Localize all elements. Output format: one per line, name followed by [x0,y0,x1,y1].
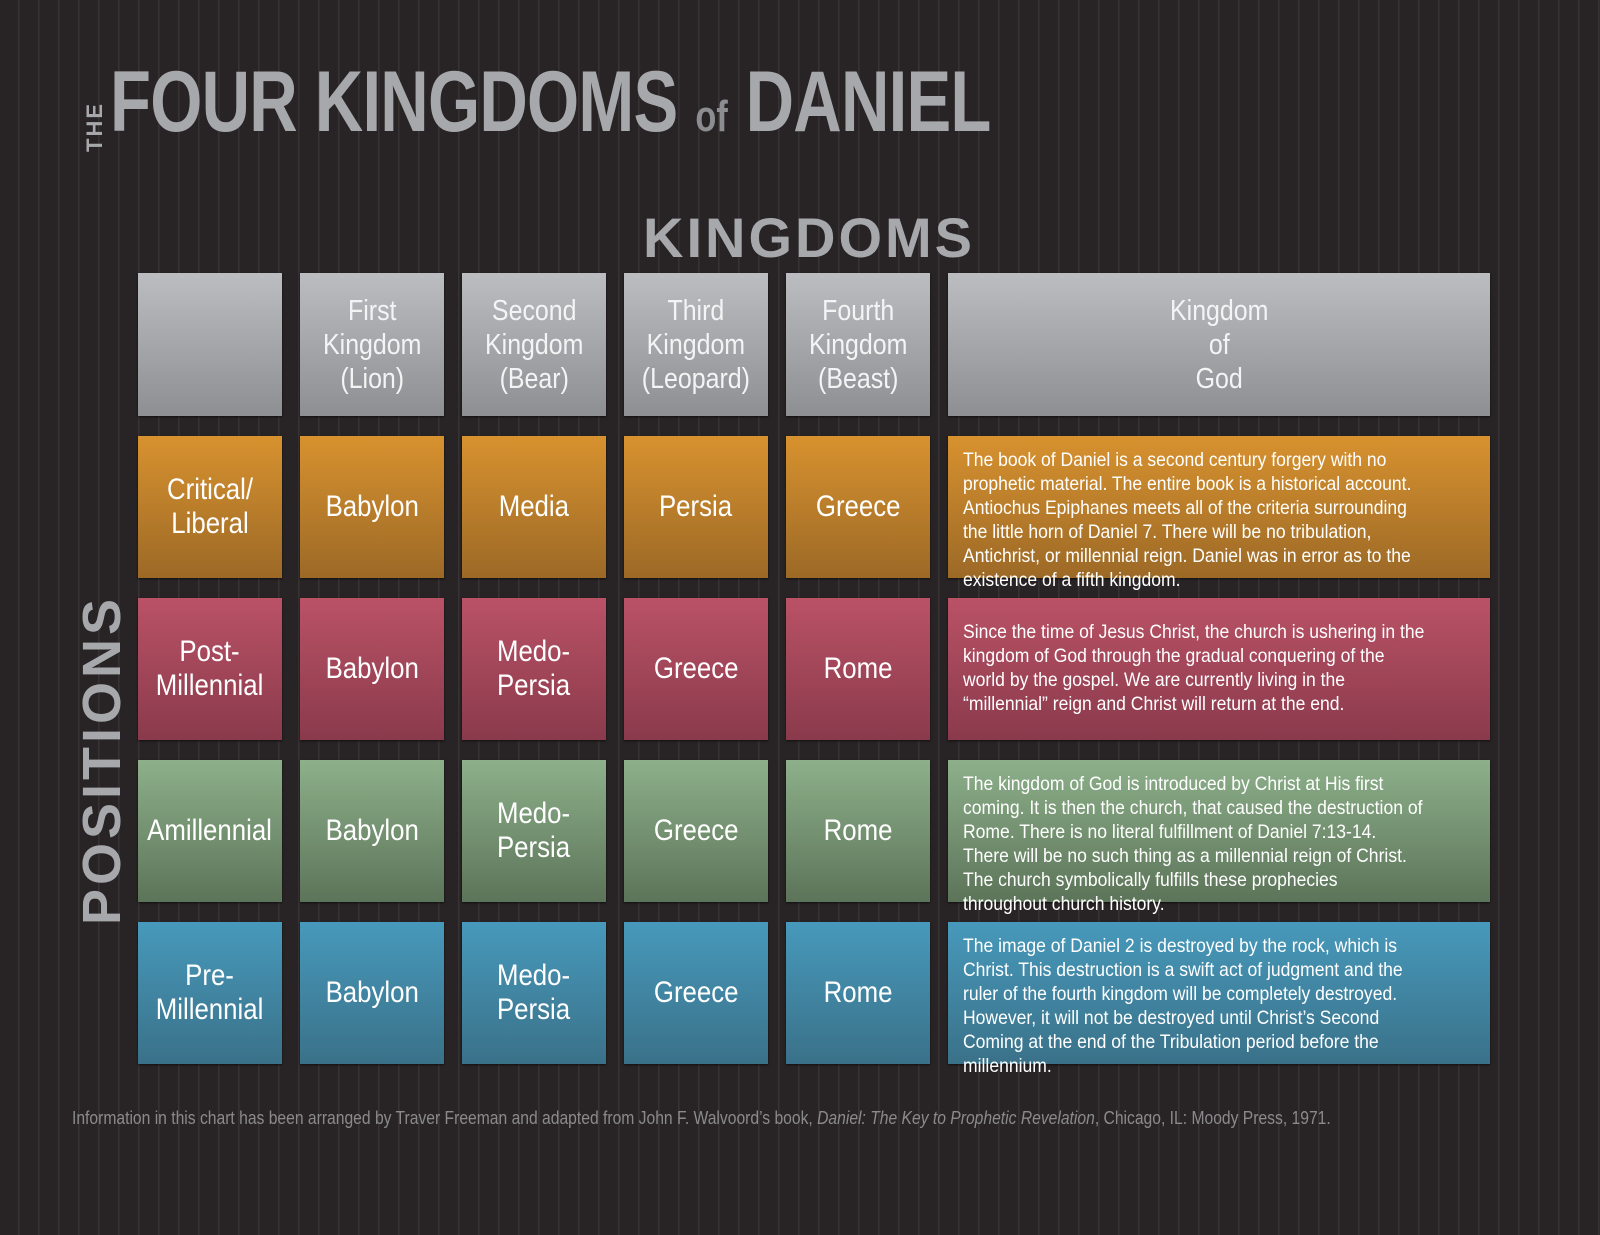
position-cell-critical-liberal: Critical/ Liberal [138,436,282,578]
header-cell-third-kingdom: Third Kingdom (Leopard) [624,273,768,416]
title-main: FOUR KINGDOMS of DANIEL [110,59,991,160]
citation-publisher: , Chicago, IL: Moody Press, 1971. [1094,1108,1331,1128]
table-cell: Rome [786,922,930,1064]
header-label: Second Kingdom (Bear) [484,294,584,395]
description-cell: Since the time of Jesus Christ, the chur… [948,598,1490,740]
header-label: First Kingdom (Lion) [322,294,422,395]
header-cell-fourth-kingdom: Fourth Kingdom (Beast) [786,273,930,416]
header-cell-kingdom-of-god: Kingdom of God [948,273,1490,416]
table-cell: Greece [624,760,768,902]
header-label: Fourth Kingdom (Beast) [808,294,908,395]
description-cell: The book of Daniel is a second century f… [948,436,1490,591]
header-label: Kingdom of God [1169,294,1269,395]
title-part1: FOUR KINGDOMS [110,54,678,150]
header-label: Third Kingdom (Leopard) [641,294,751,395]
header-cell-second-kingdom: Second Kingdom (Bear) [462,273,606,416]
header-cell-first-kingdom: First Kingdom (Lion) [300,273,444,416]
table-cell: Medo- Persia [462,598,606,740]
header-cell-empty [138,273,282,416]
position-cell-post-millennial: Post- Millennial [138,598,282,740]
description-cell: The image of Daniel 2 is destroyed by th… [948,922,1490,1077]
positions-heading: POSITIONS [72,594,132,925]
title-part2: DANIEL [745,54,992,150]
position-cell-amillennial: Amillennial [138,760,282,902]
table-cell: Greece [624,598,768,740]
title-connector: of [695,92,728,141]
table-cell: Rome [786,598,930,740]
page-title: THE FOUR KINGDOMS of DANIEL [82,59,1239,160]
source-citation: Information in this chart has been arran… [72,1108,1532,1129]
citation-text: Information in this chart has been arran… [72,1108,818,1128]
table-cell: Medo- Persia [462,760,606,902]
description-cell: The kingdom of God is introduced by Chri… [948,760,1490,915]
title-prefix: THE [82,102,107,152]
table-cell: Babylon [300,922,444,1064]
table-cell: Babylon [300,436,444,578]
table-cell: Babylon [300,598,444,740]
kingdoms-heading: KINGDOMS [643,206,975,269]
table-cell: Medo- Persia [462,922,606,1064]
citation-book-title: Daniel: The Key to Prophetic Revelation [817,1108,1095,1128]
table-cell: Persia [624,436,768,578]
position-cell-pre-millennial: Pre- Millennial [138,922,282,1064]
table-cell: Greece [624,922,768,1064]
table-cell: Greece [786,436,930,578]
table-cell: Rome [786,760,930,902]
table-cell: Media [462,436,606,578]
table-cell: Babylon [300,760,444,902]
